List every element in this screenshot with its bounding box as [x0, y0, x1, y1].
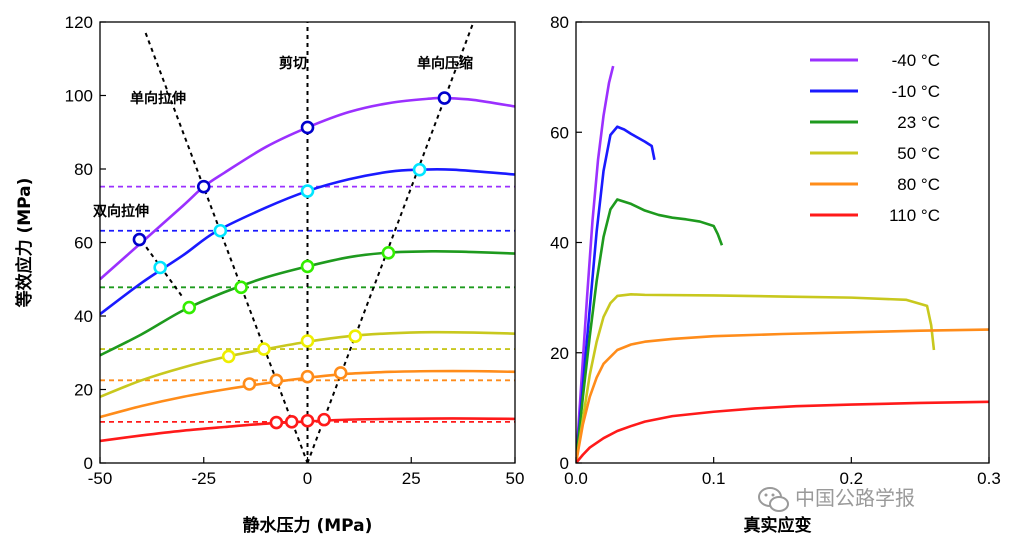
- y-tick-label-4: 80: [74, 160, 93, 179]
- stress-strain-curve-4: [576, 328, 989, 463]
- data-marker-4: [213, 223, 228, 238]
- data-marker-7: [153, 260, 167, 275]
- stress-state-label-2: 单向压缩: [417, 55, 473, 72]
- x-tick-label-1: -25: [191, 469, 216, 488]
- legend-label-2: 23 °C: [897, 113, 940, 132]
- x-tick-label-3: 25: [402, 469, 421, 488]
- watermark: 中国公路学报: [758, 486, 915, 512]
- r-y-tick-label-2: 40: [550, 234, 569, 253]
- data-marker-19: [242, 377, 257, 391]
- r-y-tick-label-3: 60: [550, 123, 569, 142]
- stress-state-label-1: 剪切: [279, 55, 307, 72]
- data-marker-20: [284, 415, 299, 429]
- legend-label-0: -40 °C: [892, 51, 940, 70]
- right-plot-area: [576, 65, 989, 463]
- data-marker-2: [437, 91, 452, 105]
- data-marker-9: [300, 259, 315, 274]
- x-axis-title: 静水压力 (MPa): [243, 515, 373, 536]
- data-marker-13: [300, 334, 315, 348]
- data-marker-3: [132, 232, 147, 247]
- legend: -40 °C -10 °C 23 °C 50 °C 80 °C 110 °C: [810, 51, 940, 225]
- y-tick-label-2: 40: [74, 307, 93, 326]
- wechat-icon: [758, 487, 789, 512]
- r-x-tick-label-0: 0.0: [564, 469, 588, 488]
- data-marker-15: [221, 349, 236, 364]
- data-marker-11: [182, 300, 197, 315]
- r-y-tick-label-0: 0: [560, 454, 569, 473]
- stress-strain-curve-3: [576, 293, 936, 463]
- y-tick-label-1: 20: [74, 381, 93, 400]
- data-marker-16: [269, 373, 284, 388]
- data-marker-21: [300, 413, 315, 428]
- y-tick-label-5: 100: [65, 87, 93, 106]
- r-y-tick-label-4: 80: [550, 13, 569, 32]
- data-marker-14: [348, 329, 363, 344]
- data-marker-10: [381, 245, 396, 260]
- data-marker-8: [234, 280, 248, 295]
- stress-state-label-3: 双向拉伸: [93, 203, 149, 220]
- right-plot: 0.0 0.1 0.2 0.3 0 20 40 60 80 真实应变: [550, 13, 1001, 536]
- legend-label-4: 80 °C: [897, 175, 940, 194]
- r-x-axis-title: 真实应变: [744, 515, 812, 536]
- stress-strain-curve-5: [576, 400, 989, 463]
- legend-label-3: 50 °C: [897, 144, 940, 163]
- stress-strain-curve-2: [576, 198, 724, 463]
- y-tick-label-0: 0: [84, 454, 93, 473]
- r-x-tick-label-1: 0.1: [702, 469, 726, 488]
- left-plot: -50 -25 0 25 50 0 20 40 60 80 100 120 静水压力 (MPa) 等效应力…: [14, 13, 524, 536]
- data-marker-22: [317, 412, 331, 427]
- legend-label-5: 110 °C: [889, 206, 940, 225]
- r-y-tick-label-1: 20: [550, 344, 569, 363]
- data-marker-5: [300, 184, 315, 198]
- data-marker-17: [300, 369, 315, 384]
- legend-label-1: -10 °C: [892, 82, 940, 101]
- y-tick-label-3: 60: [74, 234, 93, 253]
- x-tick-label-2: 0: [303, 469, 312, 488]
- watermark-text: 中国公路学报: [795, 486, 915, 510]
- data-marker-0: [196, 179, 211, 194]
- x-tick-label-0: -50: [88, 469, 113, 488]
- stress-state-line-2: [306, 22, 475, 463]
- data-marker-6: [412, 162, 427, 177]
- y-tick-label-6: 120: [65, 13, 93, 32]
- data-marker-1: [300, 120, 315, 135]
- x-tick-label-4: 50: [506, 469, 525, 488]
- stress-state-label-0: 单向拉伸: [130, 90, 186, 107]
- left-plot-area: [100, 22, 515, 463]
- stress-strain-curve-0: [576, 65, 615, 463]
- r-x-tick-label-3: 0.3: [977, 469, 1001, 488]
- stress-strain-curve-1: [576, 125, 656, 463]
- r-x-tick-label-2: 0.2: [840, 469, 864, 488]
- data-marker-12: [257, 342, 271, 356]
- data-marker-18: [333, 366, 348, 380]
- data-marker-23: [269, 415, 284, 430]
- y-axis-title: 等效应力 (MPa): [14, 178, 35, 308]
